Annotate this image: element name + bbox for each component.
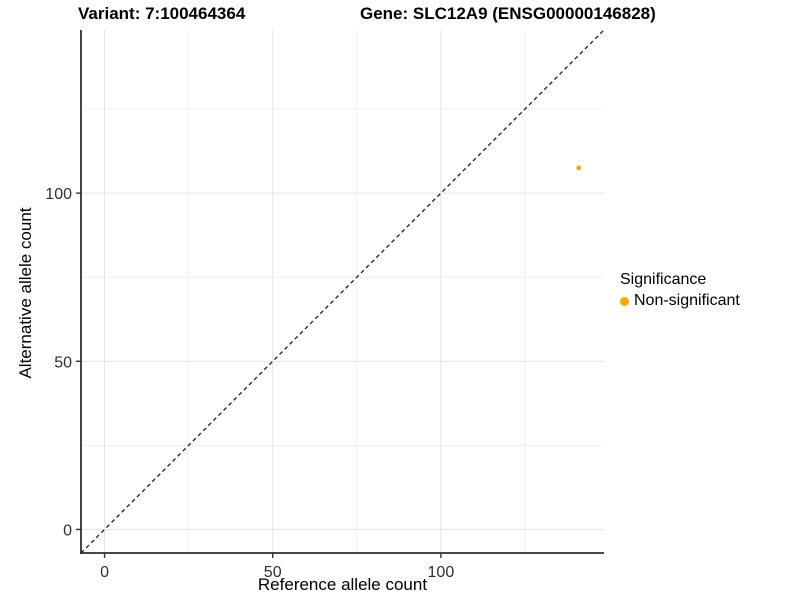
- x-axis-title: Reference allele count: [257, 575, 428, 594]
- legend-item-label: Non-significant: [634, 292, 740, 309]
- legend-point-icon: [620, 296, 629, 306]
- variant-title: Variant: 7:100464364: [78, 4, 246, 23]
- legend-item: Non-significant: [620, 292, 740, 310]
- data-point: [576, 165, 582, 171]
- legend: Significance Non-significant: [620, 271, 740, 310]
- y-tick-label: 100: [45, 186, 72, 203]
- legend-title: Significance: [620, 271, 707, 288]
- x-tick-label: 50: [264, 564, 282, 581]
- x-tick-label: 0: [100, 564, 109, 581]
- gene-title: Gene: SLC12A9 (ENSG00000146828): [360, 4, 656, 23]
- identity-line: [80, 29, 605, 554]
- y-tick-label: 50: [54, 354, 72, 371]
- x-tick-label: 100: [428, 564, 455, 581]
- y-tick-label: 0: [63, 522, 72, 539]
- y-axis-title: Alternative allele count: [16, 207, 35, 379]
